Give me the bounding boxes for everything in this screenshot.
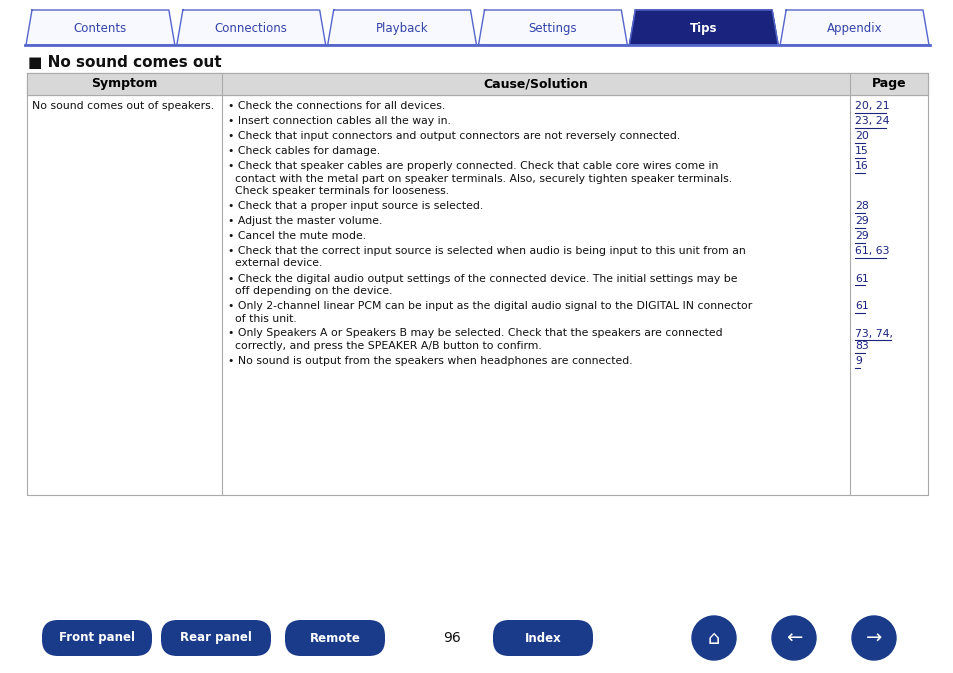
Text: • Check the digital audio output settings of the connected device. The initial s: • Check the digital audio output setting… xyxy=(228,273,737,283)
Text: • Check that speaker cables are properly connected. Check that cable core wires : • Check that speaker cables are properly… xyxy=(228,161,718,171)
Text: Check speaker terminals for looseness.: Check speaker terminals for looseness. xyxy=(228,186,449,196)
Text: No sound comes out of speakers.: No sound comes out of speakers. xyxy=(32,101,213,111)
Text: 96: 96 xyxy=(442,631,460,645)
FancyBboxPatch shape xyxy=(285,620,385,656)
Text: 61, 63: 61, 63 xyxy=(854,246,888,256)
Text: Settings: Settings xyxy=(528,22,577,35)
Polygon shape xyxy=(780,10,928,45)
Text: off depending on the device.: off depending on the device. xyxy=(228,286,392,296)
Polygon shape xyxy=(176,10,325,45)
Text: • Cancel the mute mode.: • Cancel the mute mode. xyxy=(228,231,366,241)
Polygon shape xyxy=(327,10,476,45)
Text: 29: 29 xyxy=(854,231,868,241)
Text: Playback: Playback xyxy=(375,22,428,35)
FancyBboxPatch shape xyxy=(161,620,271,656)
Text: 20: 20 xyxy=(854,131,868,141)
Text: 23, 24: 23, 24 xyxy=(854,116,888,126)
Text: contact with the metal part on speaker terminals. Also, securely tighten speaker: contact with the metal part on speaker t… xyxy=(228,174,731,184)
Text: 61: 61 xyxy=(854,301,868,311)
Text: Remote: Remote xyxy=(309,631,360,645)
Text: 61: 61 xyxy=(854,273,868,283)
Text: →: → xyxy=(865,629,882,647)
Text: • No sound is output from the speakers when headphones are connected.: • No sound is output from the speakers w… xyxy=(228,356,632,366)
Text: correctly, and press the SPEAKER A/B button to confirm.: correctly, and press the SPEAKER A/B but… xyxy=(228,341,541,351)
Text: ⌂: ⌂ xyxy=(707,629,720,647)
Text: • Check that input connectors and output connectors are not reversely connected.: • Check that input connectors and output… xyxy=(228,131,679,141)
Text: ■ No sound comes out: ■ No sound comes out xyxy=(28,55,221,70)
Circle shape xyxy=(851,616,895,660)
Polygon shape xyxy=(27,73,927,95)
Text: external device.: external device. xyxy=(228,258,322,269)
Text: Index: Index xyxy=(524,631,560,645)
Text: Cause/Solution: Cause/Solution xyxy=(483,77,588,90)
Text: Front panel: Front panel xyxy=(59,631,135,645)
Text: 73, 74,: 73, 74, xyxy=(854,328,892,339)
Text: 15: 15 xyxy=(854,146,868,156)
Text: 28: 28 xyxy=(854,201,868,211)
Text: • Only 2-channel linear PCM can be input as the digital audio signal to the DIGI: • Only 2-channel linear PCM can be input… xyxy=(228,301,752,311)
FancyBboxPatch shape xyxy=(42,620,152,656)
Text: of this unit.: of this unit. xyxy=(228,314,296,324)
Text: 83: 83 xyxy=(854,341,868,351)
Text: Rear panel: Rear panel xyxy=(180,631,252,645)
Text: Page: Page xyxy=(871,77,905,90)
Text: Symptom: Symptom xyxy=(91,77,157,90)
Text: ←: ← xyxy=(785,629,801,647)
Text: Contents: Contents xyxy=(73,22,127,35)
Polygon shape xyxy=(26,10,174,45)
Text: 20, 21: 20, 21 xyxy=(854,101,889,111)
Circle shape xyxy=(691,616,735,660)
Polygon shape xyxy=(629,10,778,45)
Text: 16: 16 xyxy=(854,161,868,171)
Text: • Check the connections for all devices.: • Check the connections for all devices. xyxy=(228,101,445,111)
Text: • Only Speakers A or Speakers B may be selected. Check that the speakers are con: • Only Speakers A or Speakers B may be s… xyxy=(228,328,721,339)
Text: 9: 9 xyxy=(854,356,861,366)
Text: • Adjust the master volume.: • Adjust the master volume. xyxy=(228,216,382,226)
Text: Tips: Tips xyxy=(689,22,717,35)
Polygon shape xyxy=(478,10,627,45)
Text: Appendix: Appendix xyxy=(826,22,882,35)
Circle shape xyxy=(771,616,815,660)
Text: • Check that a proper input source is selected.: • Check that a proper input source is se… xyxy=(228,201,483,211)
Text: • Insert connection cables all the way in.: • Insert connection cables all the way i… xyxy=(228,116,451,126)
Text: Connections: Connections xyxy=(214,22,288,35)
Text: 29: 29 xyxy=(854,216,868,226)
Text: • Check cables for damage.: • Check cables for damage. xyxy=(228,146,379,156)
Text: • Check that the correct input source is selected when audio is being input to t: • Check that the correct input source is… xyxy=(228,246,745,256)
FancyBboxPatch shape xyxy=(493,620,593,656)
